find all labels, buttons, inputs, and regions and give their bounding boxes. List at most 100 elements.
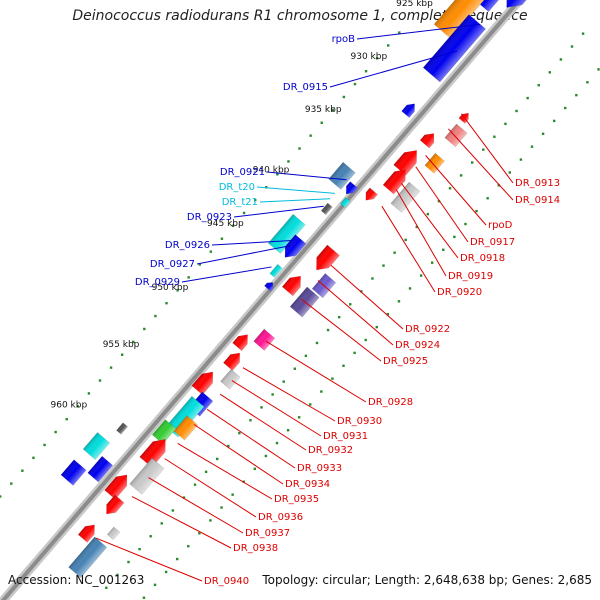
tick-dot [293, 367, 297, 370]
tick-dot [398, 31, 401, 34]
tick-dot [105, 586, 108, 589]
gene-label-dr_0928: DR_0928 [368, 397, 413, 408]
leader-line [415, 166, 469, 243]
tick-dot [127, 560, 130, 564]
tick-dot [286, 429, 290, 432]
tick-dot [486, 197, 489, 200]
leader-line [266, 171, 347, 181]
tick-dot [309, 403, 312, 406]
tick-dot [519, 158, 523, 161]
gene-label-dr_0920: DR_0920 [437, 287, 482, 298]
gene-label-dr_t20: DR_t20 [219, 182, 255, 193]
grey-gene [106, 526, 121, 541]
tick-dot [198, 263, 201, 266]
tick-dot [271, 393, 274, 396]
tick-dot [153, 583, 157, 587]
leader-line [401, 183, 459, 259]
leader-lines-layer [96, 23, 514, 582]
tick-dot [32, 456, 35, 460]
DR_0915-gene [422, 14, 486, 83]
gene-label-dr_0930: DR_0930 [337, 416, 382, 427]
tick-dot [475, 209, 478, 213]
DR_0937-gene [139, 439, 166, 468]
tick-dot [209, 250, 213, 253]
tick-dot [442, 248, 445, 251]
tick-dot [470, 161, 474, 164]
tick-dot [165, 301, 168, 305]
tick-dot [0, 495, 2, 498]
gene-label-dr_0927: DR_0927 [150, 259, 195, 270]
tick-dot [371, 277, 374, 280]
tick-dot [154, 314, 157, 318]
DR_0914-gene [444, 123, 468, 148]
gene-label-dr_0933: DR_0933 [297, 463, 342, 474]
tick-dot [353, 351, 356, 355]
gene-label-dr_t21: DR_t21 [222, 197, 258, 208]
scale-label: 945 kbp [207, 219, 244, 229]
leader-line [356, 23, 481, 40]
tick-dots-layer [0, 31, 600, 599]
features-layer [60, 0, 554, 579]
red-gene-2 [281, 275, 301, 297]
scale-label: 950 kbp [152, 283, 189, 293]
DR_0920-gene [365, 187, 378, 201]
tick-dot [275, 441, 279, 445]
tick-dot [304, 354, 308, 358]
tick-dot [364, 338, 367, 342]
tick-dot [87, 392, 91, 395]
tick-dot [575, 93, 578, 97]
tick-dot [238, 431, 241, 435]
DR_t20-gene [340, 197, 351, 208]
gene-label-dr_0940: DR_0940 [204, 576, 249, 587]
tick-dot [182, 496, 186, 499]
leader-line [425, 155, 487, 226]
DR_0927-gene [284, 234, 307, 258]
DR_0918-gene [382, 169, 406, 195]
tick-dot [552, 119, 556, 123]
tick-dot [464, 222, 467, 226]
tick-dot [298, 147, 301, 150]
tick-dot [160, 522, 163, 525]
tick-dot [597, 68, 600, 71]
tick-dot [187, 276, 190, 279]
gene-label-dr_0924: DR_0924 [395, 340, 440, 351]
tick-dot [382, 264, 385, 267]
tick-dot [453, 235, 456, 239]
tick-dot [482, 148, 485, 151]
leader-line [206, 408, 296, 469]
leader-line [219, 393, 307, 451]
tick-dot [198, 532, 201, 535]
backbone-layer [0, 0, 526, 600]
DR_0932-gene [191, 371, 214, 396]
DR_0940-gene [77, 524, 95, 543]
tick-dot [353, 82, 357, 86]
leader-line [177, 443, 273, 500]
rpoD-gene [424, 152, 445, 174]
tick-dot [570, 45, 574, 48]
tick-dot [10, 482, 13, 485]
gene-label-dr_0923: DR_0923 [187, 212, 232, 223]
tick-dot [287, 160, 290, 163]
tick-dot [393, 251, 396, 254]
tick-dot [171, 509, 175, 512]
tick-dot [375, 57, 379, 60]
tick-dot [419, 274, 423, 277]
gene-label-dr_0926: DR_0926 [165, 240, 210, 251]
gene-label-dr_0929: DR_0929 [135, 277, 180, 288]
tick-dot [515, 109, 518, 113]
gene-label-dr_0932: DR_0932 [308, 445, 353, 456]
leader-line [461, 113, 514, 184]
tick-dot [253, 467, 257, 471]
tick-dot [342, 95, 346, 99]
tick-dot [132, 340, 135, 344]
tick-dot [537, 84, 540, 87]
tick-dot [109, 366, 113, 369]
tick-dot [164, 570, 168, 574]
tick-dot [320, 390, 323, 393]
blue-gene-2 [87, 455, 114, 483]
scale-label: 940 kbp [253, 166, 290, 176]
DR_0923-gene [320, 202, 333, 216]
tick-dot [530, 145, 534, 148]
backbone-line [0, 0, 523, 600]
